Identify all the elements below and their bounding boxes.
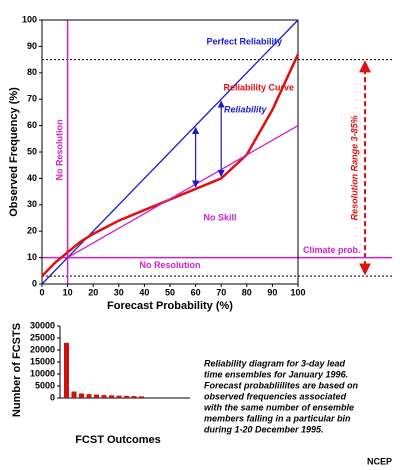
series-line [67,125,299,259]
x-tick-label: 60 [191,287,201,297]
credit: NCEP [367,456,392,466]
y-tick-label: 15000 [30,356,55,366]
y-tick-label: 30000 [30,320,55,330]
caption-line: Reliability diagram for 3-day lead [204,358,346,368]
x-tick-label: 20 [88,287,98,297]
bar [64,342,69,398]
bar [131,396,137,398]
no-resolution-vlabel: No Resolution [54,120,64,181]
y-tick-label: 0 [50,392,55,402]
caption-line: with the same number of ensemble [204,402,354,412]
caption-line: Forecast probabliilites are based on [204,380,359,390]
y-axis-label: Number of FCSTS [11,323,23,417]
bar [116,395,122,398]
x-tick-label: 70 [216,287,226,297]
bar [139,396,144,398]
y-tick-label: 30 [27,199,37,209]
y-tick-label: 70 [27,94,37,104]
y-tick-label: 5000 [35,380,55,390]
bar [124,395,129,398]
y-tick-label: 60 [27,120,37,130]
series-label: Perfect Reliability [206,36,282,46]
plot-frame [41,19,299,285]
y-tick-label: 50 [27,146,37,156]
resolution-label: Resolution Range 3-85% [349,115,359,220]
y-tick-label: 90 [27,41,37,51]
y-tick-label: 20000 [30,344,55,354]
reliability-label: Reliability [224,104,268,114]
x-tick-label: 0 [39,287,44,297]
y-tick-label: 80 [27,67,37,77]
x-tick-label: 50 [165,287,175,297]
bar [79,393,84,398]
x-tick-label: 40 [139,287,149,297]
bar [71,391,77,398]
caption-line: during 1-20 December 1995. [204,424,324,434]
y-tick-label: 25000 [30,332,55,342]
y-axis-label: Observed Frequency (%) [8,87,20,217]
series-label: No Skill [203,212,236,222]
series-label: Reliability Curve [223,82,294,92]
no-resolution-label: No Resolution [140,260,201,270]
y-tick-label: 40 [27,173,37,183]
y-tick-label: 0 [32,278,37,288]
y-tick-label: 100 [22,14,37,24]
x-tick-label: 90 [267,287,277,297]
x-tick-label: 80 [242,287,252,297]
bar [101,395,107,398]
x-tick-label: 100 [290,287,305,297]
x-axis-label: FCST Outcomes [75,434,161,446]
x-tick-label: 10 [63,287,73,297]
y-tick-label: 10 [27,252,37,262]
y-tick-label: 10000 [30,368,55,378]
bar [86,394,92,398]
caption-line: time ensembles for January 1996. [204,369,348,379]
bar [94,394,99,398]
x-tick-label: 30 [114,287,124,297]
x-axis-label: Forecast Probability (%) [107,300,233,312]
bar [109,395,114,398]
y-tick-label: 20 [27,226,37,236]
climate-label: Climate prob. [303,245,361,255]
caption-line: observed frequencies associated [204,391,347,401]
caption-line: members falling in a particular bin [204,413,351,423]
